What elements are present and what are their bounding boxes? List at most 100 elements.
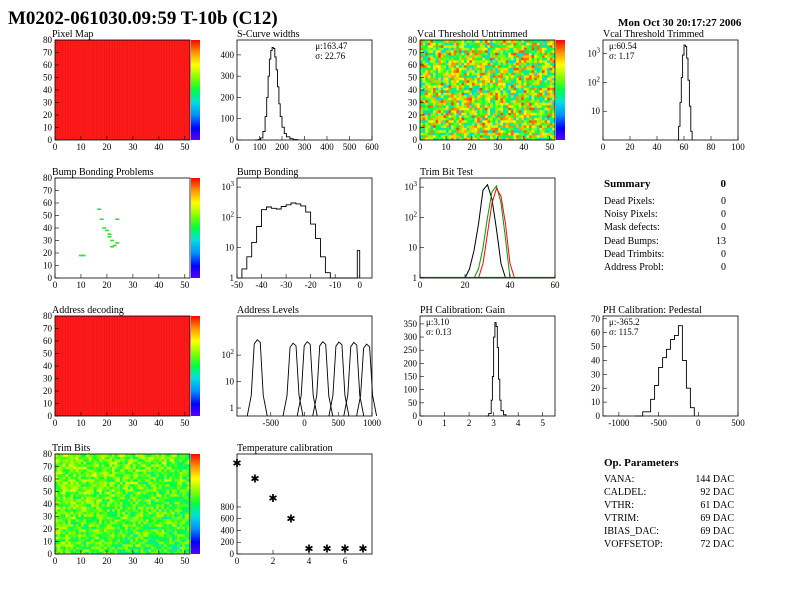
heatmap-cell xyxy=(469,75,473,78)
heatmap-cell xyxy=(448,130,452,133)
heatmap-cell xyxy=(174,471,178,475)
heatmap-cell xyxy=(161,476,165,480)
heatmap-cell xyxy=(119,516,123,520)
heatmap-cell xyxy=(521,80,525,83)
heatmap-cell xyxy=(153,546,157,550)
heatmap-cell xyxy=(479,60,483,63)
heatmap-cell xyxy=(153,499,157,502)
heatmap-cell xyxy=(99,529,103,532)
heatmap-cell xyxy=(99,501,103,505)
heatmap-cell xyxy=(529,135,532,138)
heatmap-cell xyxy=(70,524,74,527)
heatmap-cell xyxy=(539,125,543,128)
heatmap-cell xyxy=(521,102,525,106)
heatmap-cell xyxy=(451,117,455,121)
heatmap-cell xyxy=(73,551,77,555)
heatmap-cell xyxy=(453,97,457,101)
heatmap-cell xyxy=(456,102,460,106)
heatmap-cell xyxy=(179,514,183,517)
heatmap-cell xyxy=(461,120,465,123)
address-peak xyxy=(343,341,365,417)
heatmap-cell xyxy=(62,536,66,540)
heatmap-cell xyxy=(119,521,123,525)
heatmap-cell xyxy=(127,526,131,530)
summary-row: Address Probl: 0 xyxy=(604,261,726,274)
heatmap-cell xyxy=(60,519,64,522)
heatmap-cell xyxy=(451,122,455,126)
heatmap-cell xyxy=(425,120,429,123)
heatmap-cell xyxy=(482,75,486,78)
heatmap-cell xyxy=(458,92,462,96)
heatmap-cell xyxy=(62,479,66,482)
heatmap-cell xyxy=(60,549,64,552)
heatmap-cell xyxy=(497,97,501,101)
heatmap-cell xyxy=(62,511,66,515)
heatmap-cell xyxy=(88,466,92,470)
heatmap-cell xyxy=(451,47,455,51)
heatmap-cell xyxy=(549,45,553,48)
heatmap-cell xyxy=(80,471,84,475)
heatmap-cell xyxy=(65,529,69,532)
heatmap-cell xyxy=(75,459,79,462)
heatmap-cell xyxy=(166,464,170,467)
heatmap-cell xyxy=(523,77,527,81)
y-tick-label: 70 xyxy=(43,186,53,196)
heatmap-cell xyxy=(184,551,188,555)
heatmap-cell xyxy=(552,107,556,111)
heatmap-cell xyxy=(451,115,455,118)
heatmap-cell xyxy=(104,541,108,545)
heatmap-cell xyxy=(500,122,504,126)
heatmap-cell xyxy=(492,105,496,108)
heatmap-cell xyxy=(169,514,173,517)
heatmap-cell xyxy=(169,486,173,490)
heatmap-cell xyxy=(187,501,191,505)
heatmap-cell xyxy=(60,476,64,480)
heatmap-cell xyxy=(518,120,522,123)
heatmap-cell xyxy=(117,466,121,470)
heatmap-cell xyxy=(177,539,180,542)
heatmap-cell xyxy=(101,536,105,540)
heatmap-cell xyxy=(187,539,191,542)
heatmap-cell xyxy=(438,82,442,86)
heatmap-cell xyxy=(490,47,493,51)
heatmap-cell xyxy=(106,486,110,490)
y-tick-label: 50 xyxy=(43,349,53,359)
heatmap-cell xyxy=(461,60,465,63)
heatmap-cell xyxy=(466,62,470,66)
heatmap-cell xyxy=(464,127,468,131)
x-tick-label: 50 xyxy=(180,280,190,290)
heatmap-cell xyxy=(529,47,532,51)
heatmap-cell xyxy=(438,65,442,68)
heatmap-cell xyxy=(117,494,121,497)
heatmap-cell xyxy=(482,100,486,103)
heatmap-cell xyxy=(539,130,543,133)
heatmap-cell xyxy=(497,115,501,118)
heatmap-cell xyxy=(65,506,69,510)
heatmap-cell xyxy=(138,539,141,542)
heatmap-cell xyxy=(57,461,61,465)
heatmap-cell xyxy=(453,52,457,56)
heatmap-cell xyxy=(451,95,455,98)
heatmap-cell xyxy=(119,454,123,457)
heatmap-cell xyxy=(177,461,180,465)
heatmap-cell xyxy=(544,125,548,128)
heatmap-cell xyxy=(112,551,116,555)
heatmap-cell xyxy=(505,112,509,116)
heatmap-cell xyxy=(458,87,462,91)
heatmap-cell xyxy=(536,117,540,121)
heatmap-cell xyxy=(477,137,481,141)
heatmap-cell xyxy=(122,534,126,537)
heatmap-cell xyxy=(109,514,113,517)
heatmap-cell xyxy=(171,491,175,495)
heatmap-cell xyxy=(425,60,429,63)
heatmap-cell xyxy=(500,117,504,121)
heatmap-cell xyxy=(521,65,525,68)
heatmap-cell xyxy=(495,87,499,91)
heatmap-cell xyxy=(55,479,58,482)
heatmap-cell xyxy=(539,77,543,81)
heatmap-cell xyxy=(187,514,191,517)
heatmap-cell xyxy=(516,105,519,108)
heatmap-cell xyxy=(166,471,170,475)
heatmap-cell xyxy=(497,100,501,103)
heatmap-cell xyxy=(531,65,535,68)
